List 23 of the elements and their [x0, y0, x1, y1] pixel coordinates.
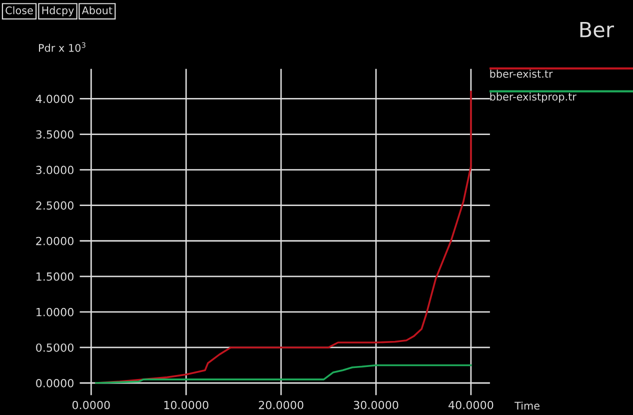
- x-axis-title: Time: [514, 402, 540, 410]
- text: bber-existprop.tr: [490, 92, 576, 103]
- text: bber-exist.tr: [490, 70, 553, 78]
- y-axis-title: Pdr x 10$^{3}$: [39, 42, 86, 52]
- y-tick-label: 0.5000: [36, 343, 74, 352]
- y-tick-label: 3.0000: [36, 166, 74, 174]
- x-tick-label: 30.0000: [354, 400, 398, 410]
- x-tick-label: 40.0000: [448, 400, 494, 410]
- text: About: [82, 6, 112, 14]
- y-tick-label: 3.5000: [36, 130, 74, 139]
- text: Hdcpy: [42, 6, 74, 16]
- x-tick-label: 10.0000: [164, 400, 208, 410]
- y-tick-label: 1.5000: [36, 272, 74, 281]
- x-tick-label: 20.0000: [258, 400, 304, 410]
- y-tick-label: 4.0000: [36, 94, 74, 104]
- text: Ber: [580, 22, 614, 38]
- y-tick-label: 1.0000: [36, 308, 74, 316]
- text: Close: [6, 6, 33, 14]
- x-tick-label: 0.0000: [72, 400, 110, 410]
- y-tick-label: 0.0000: [36, 378, 74, 388]
- y-tick-label: 2.0000: [36, 236, 74, 246]
- line-series: [94, 364, 472, 384]
- y-tick-label: 2.5000: [36, 201, 74, 210]
